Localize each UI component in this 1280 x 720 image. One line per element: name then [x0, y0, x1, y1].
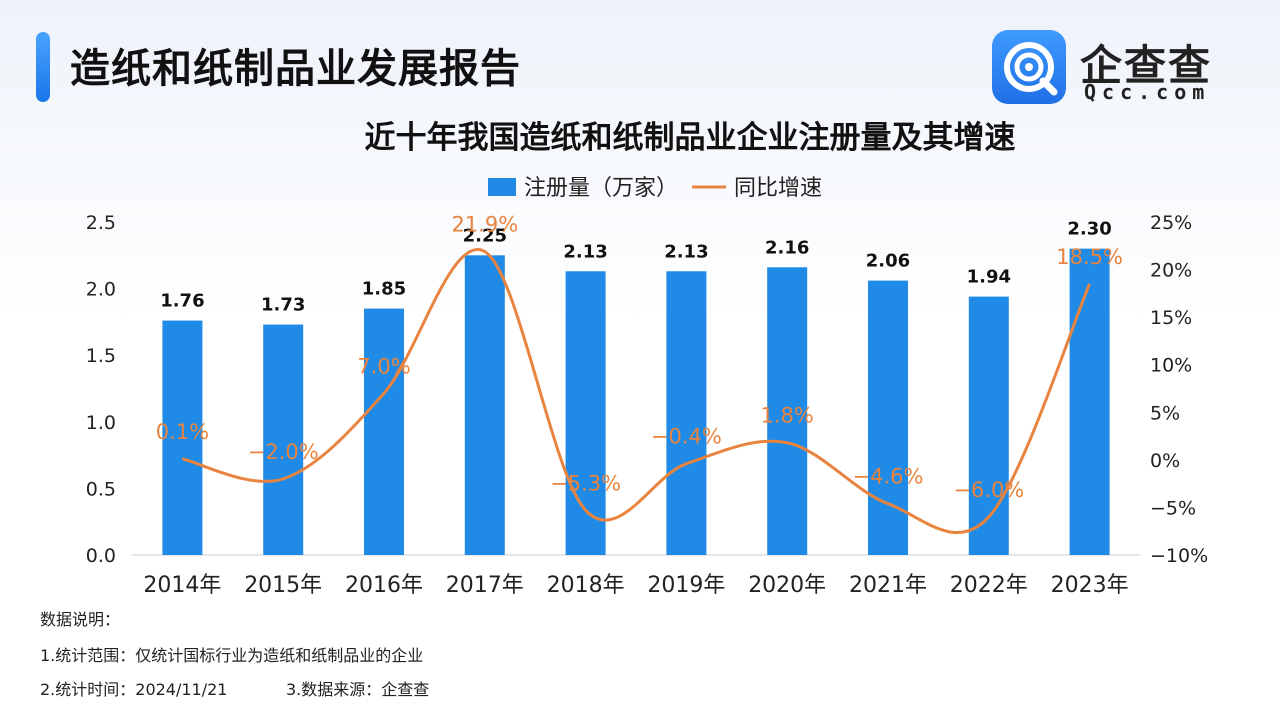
chart: 近十年我国造纸和纸制品业企业注册量及其增速 注册量（万家） 同比增速 0.00.… [86, 120, 1208, 598]
x-tick-label: 2014年 [143, 573, 221, 598]
y-right-tick-label: −10% [1150, 545, 1208, 567]
x-tick-label: 2020年 [748, 573, 826, 598]
bar [263, 324, 304, 555]
x-tick-label: 2022年 [950, 573, 1028, 598]
notes-heading: 数据说明： [40, 610, 121, 629]
plot-area: 0.0 0.5 1.0 1.5 2.0 2.5 −10% −5% 0% 5% 10% 15% 20% 25… [86, 212, 1208, 598]
y-left-tick-label: 1.5 [86, 345, 116, 367]
growth-value-label: 18.5% [1056, 245, 1123, 269]
legend-line-label: 同比增速 [734, 176, 822, 201]
growth-value-label: −4.6% [853, 465, 924, 489]
y-left-tick-label: 2.5 [86, 212, 116, 234]
chart-title: 近十年我国造纸和纸制品业企业注册量及其增速 [365, 120, 1016, 156]
y-left-tick-label: 0.5 [86, 478, 116, 500]
x-tick-label: 2018年 [547, 573, 625, 598]
logo-domain: Qcc.com [1084, 80, 1211, 104]
y-left-tick-label: 0.0 [86, 545, 116, 567]
report-title: 造纸和纸制品业发展报告 [70, 46, 521, 92]
bar-value-label: 2.25 [463, 225, 507, 246]
bar-value-label: 2.13 [664, 241, 708, 262]
bar-value-label: 2.13 [563, 241, 607, 262]
growth-value-label: −2.0% [248, 440, 319, 464]
y-left-tick-label: 1.0 [86, 412, 116, 434]
bar [464, 255, 505, 556]
y-right-tick-label: 10% [1150, 355, 1192, 377]
bar-value-label: 1.85 [362, 279, 406, 300]
x-tick-label: 2019年 [647, 573, 725, 598]
bar [868, 280, 908, 555]
y-right-tick-label: 25% [1150, 212, 1192, 234]
legend-bar-swatch [488, 178, 516, 196]
y-right-tick-label: 15% [1150, 307, 1192, 329]
growth-line [182, 247, 1091, 535]
bar-value-label: 1.76 [160, 291, 204, 312]
title-accent-bar [36, 32, 50, 102]
bar [162, 320, 203, 555]
y-right-tick-label: 5% [1150, 402, 1180, 424]
qcc-logo-icon [992, 30, 1066, 104]
logo-name: 企查查 [1080, 41, 1213, 90]
bar [565, 271, 606, 555]
notes-source: 3.数据来源：企查查 [286, 680, 430, 699]
y-right-tick-label: 0% [1150, 450, 1180, 472]
x-tick-label: 2021年 [849, 573, 927, 598]
bar-value-label: 2.06 [866, 251, 910, 272]
notes-time: 2.统计时间：2024/11/21 [40, 680, 228, 699]
growth-value-label: 1.8% [761, 404, 814, 428]
x-tick-label: 2016年 [345, 573, 423, 598]
growth-value-label: −6.0% [953, 478, 1024, 502]
qcc-logo[interactable]: 企查查 Qcc.com [992, 28, 1242, 106]
y-right-tick-label: 20% [1150, 260, 1192, 282]
bar [968, 296, 1009, 555]
bar-value-label: 1.94 [967, 267, 1011, 288]
growth-value-label: −0.4% [651, 425, 722, 449]
y-right-tick-label: −5% [1150, 497, 1196, 519]
bar-value-label: 2.16 [765, 237, 809, 258]
x-tick-label: 2017年 [446, 573, 524, 598]
bar [1069, 248, 1110, 555]
growth-value-label: 7.0% [357, 354, 410, 378]
legend-bar-label: 注册量（万家） [524, 176, 678, 201]
bar-value-label: 1.73 [261, 295, 305, 316]
bar [767, 267, 808, 555]
bar [666, 271, 707, 555]
growth-value-label: 0.1% [156, 420, 209, 444]
growth-value-label: −5.3% [550, 471, 621, 495]
legend: 注册量（万家） 同比增速 [488, 176, 822, 201]
bar [364, 308, 404, 555]
x-tick-label: 2023年 [1051, 573, 1129, 598]
bar-value-label: 2.30 [1067, 219, 1111, 240]
notes-scope: 1.统计范围：仅统计国标行业为造纸和纸制品业的企业 [40, 646, 424, 665]
y-left-tick-label: 2.0 [86, 279, 116, 301]
growth-value-label: 21.9% [451, 212, 518, 236]
x-tick-label: 2015年 [244, 573, 322, 598]
